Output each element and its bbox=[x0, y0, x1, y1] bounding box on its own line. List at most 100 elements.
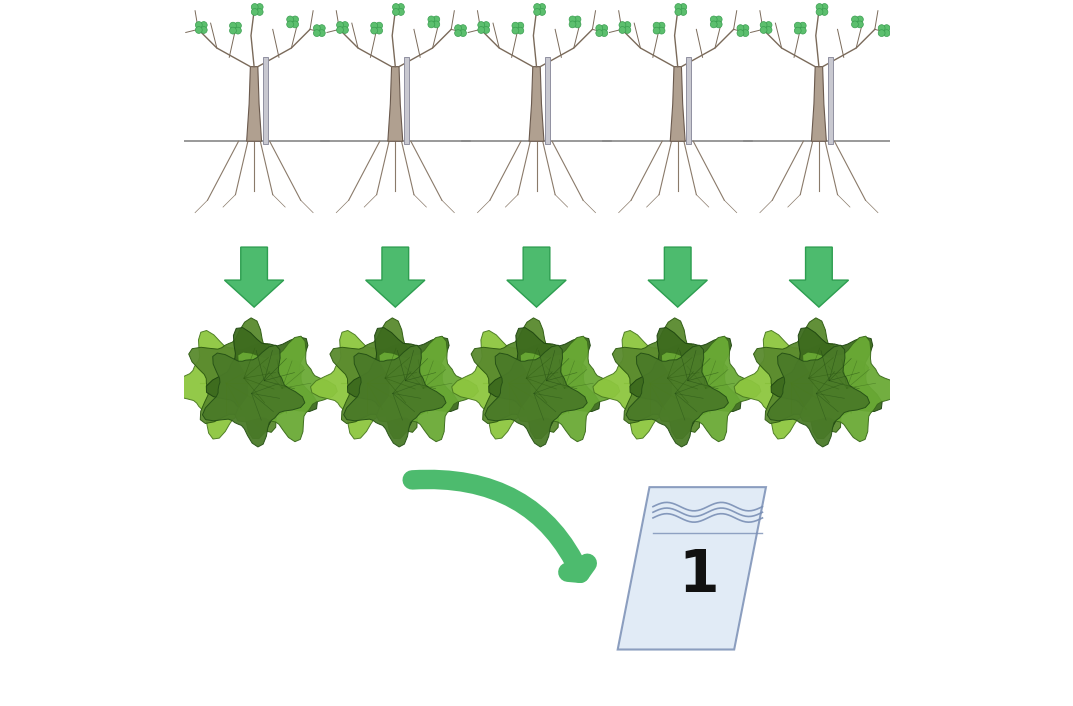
Circle shape bbox=[230, 22, 236, 29]
Circle shape bbox=[337, 27, 343, 33]
Polygon shape bbox=[488, 328, 600, 438]
Circle shape bbox=[536, 6, 543, 13]
Circle shape bbox=[432, 21, 440, 28]
Polygon shape bbox=[648, 247, 707, 307]
Circle shape bbox=[313, 30, 320, 37]
Circle shape bbox=[290, 18, 296, 25]
Circle shape bbox=[457, 28, 464, 34]
Polygon shape bbox=[800, 336, 902, 442]
Circle shape bbox=[397, 8, 405, 16]
Circle shape bbox=[483, 22, 489, 28]
Circle shape bbox=[251, 4, 259, 11]
Circle shape bbox=[455, 30, 461, 37]
Circle shape bbox=[459, 25, 467, 32]
Circle shape bbox=[710, 16, 717, 23]
Circle shape bbox=[477, 22, 485, 28]
Polygon shape bbox=[618, 487, 766, 650]
Circle shape bbox=[483, 27, 489, 33]
Circle shape bbox=[477, 27, 485, 33]
Circle shape bbox=[319, 30, 325, 37]
Circle shape bbox=[794, 22, 802, 29]
Circle shape bbox=[737, 30, 744, 37]
Polygon shape bbox=[626, 345, 729, 447]
Circle shape bbox=[680, 4, 687, 11]
Circle shape bbox=[596, 25, 603, 32]
Circle shape bbox=[878, 25, 885, 32]
Polygon shape bbox=[506, 247, 567, 307]
Circle shape bbox=[852, 21, 858, 28]
Circle shape bbox=[459, 30, 467, 37]
Circle shape bbox=[256, 4, 263, 11]
Circle shape bbox=[883, 30, 890, 37]
Circle shape bbox=[286, 16, 294, 23]
Circle shape bbox=[251, 8, 259, 16]
Circle shape bbox=[821, 4, 828, 11]
Circle shape bbox=[601, 25, 607, 32]
Circle shape bbox=[432, 16, 440, 23]
Circle shape bbox=[371, 28, 378, 34]
Circle shape bbox=[624, 22, 631, 28]
Polygon shape bbox=[671, 66, 686, 141]
Circle shape bbox=[763, 24, 769, 31]
Circle shape bbox=[821, 8, 828, 16]
Circle shape bbox=[512, 28, 518, 34]
Circle shape bbox=[653, 22, 660, 29]
Circle shape bbox=[254, 6, 261, 13]
Circle shape bbox=[656, 25, 662, 32]
Polygon shape bbox=[659, 336, 761, 442]
Circle shape bbox=[371, 22, 378, 29]
Circle shape bbox=[481, 24, 487, 31]
Circle shape bbox=[601, 30, 607, 37]
Polygon shape bbox=[767, 345, 869, 447]
Circle shape bbox=[817, 8, 823, 16]
Circle shape bbox=[677, 6, 685, 13]
Circle shape bbox=[341, 22, 349, 28]
Polygon shape bbox=[485, 345, 587, 447]
Circle shape bbox=[195, 27, 202, 33]
Circle shape bbox=[743, 30, 749, 37]
Circle shape bbox=[856, 21, 864, 28]
Circle shape bbox=[393, 8, 399, 16]
Circle shape bbox=[739, 28, 747, 34]
Circle shape bbox=[743, 25, 749, 32]
Circle shape bbox=[765, 27, 771, 33]
Circle shape bbox=[716, 21, 722, 28]
Circle shape bbox=[680, 8, 687, 16]
Polygon shape bbox=[613, 318, 727, 432]
Bar bbox=[827, 57, 833, 144]
Circle shape bbox=[512, 22, 518, 29]
Circle shape bbox=[658, 22, 665, 29]
Polygon shape bbox=[310, 330, 417, 439]
Circle shape bbox=[393, 4, 399, 11]
Text: 1: 1 bbox=[678, 547, 719, 604]
Polygon shape bbox=[517, 336, 620, 442]
Polygon shape bbox=[247, 66, 262, 141]
Circle shape bbox=[195, 22, 202, 28]
Circle shape bbox=[624, 27, 631, 33]
Circle shape bbox=[292, 16, 298, 23]
Circle shape bbox=[619, 27, 626, 33]
Circle shape bbox=[621, 24, 629, 31]
Polygon shape bbox=[366, 247, 425, 307]
Circle shape bbox=[286, 21, 294, 28]
Circle shape bbox=[376, 22, 383, 29]
Circle shape bbox=[569, 16, 576, 23]
Circle shape bbox=[315, 28, 323, 34]
Polygon shape bbox=[753, 318, 869, 432]
Circle shape bbox=[430, 18, 437, 25]
Circle shape bbox=[653, 28, 660, 34]
Circle shape bbox=[799, 28, 806, 34]
Circle shape bbox=[395, 6, 401, 13]
Circle shape bbox=[675, 8, 681, 16]
Circle shape bbox=[230, 28, 236, 34]
Circle shape bbox=[619, 22, 626, 28]
Circle shape bbox=[292, 21, 298, 28]
Circle shape bbox=[716, 16, 722, 23]
Circle shape bbox=[539, 8, 545, 16]
Polygon shape bbox=[377, 336, 479, 442]
Circle shape bbox=[517, 28, 524, 34]
Circle shape bbox=[373, 25, 380, 32]
Polygon shape bbox=[593, 330, 700, 439]
Circle shape bbox=[201, 27, 207, 33]
Bar bbox=[263, 57, 268, 144]
